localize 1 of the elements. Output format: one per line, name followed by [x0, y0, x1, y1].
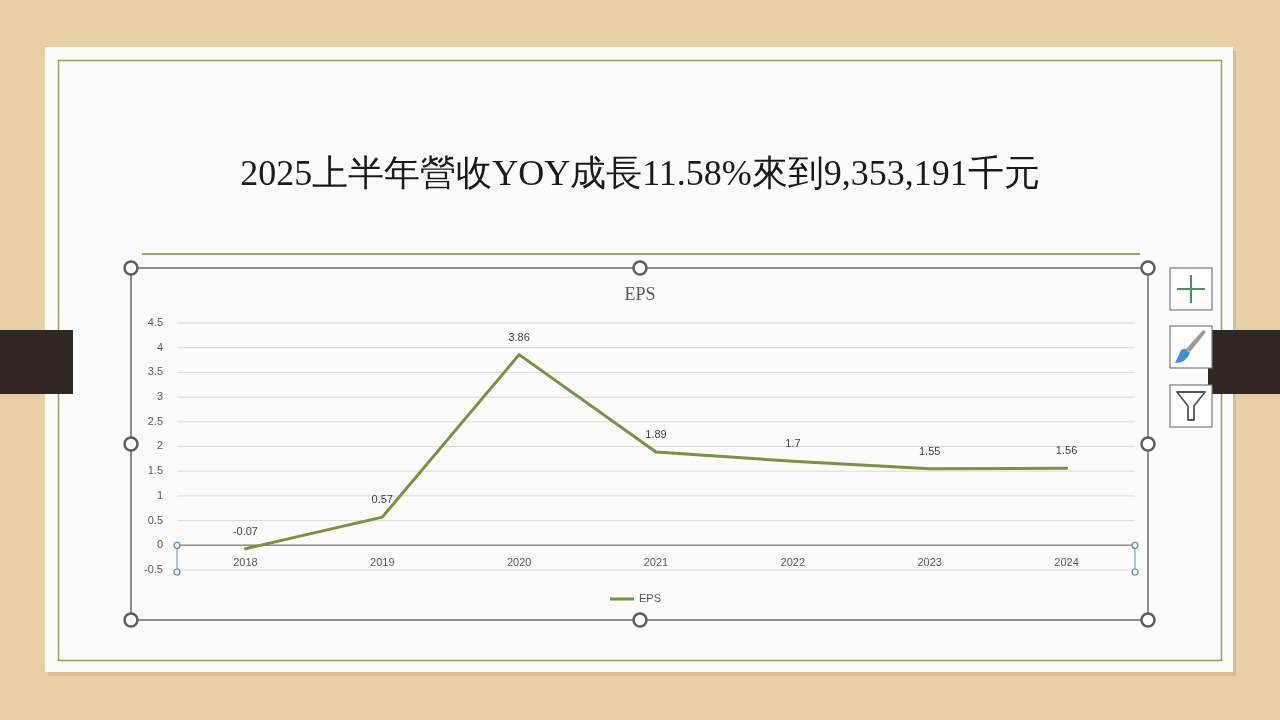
chart-title: 2025上半年營收YOY成長11.58%來到9,353,191千元: [240, 153, 1040, 193]
